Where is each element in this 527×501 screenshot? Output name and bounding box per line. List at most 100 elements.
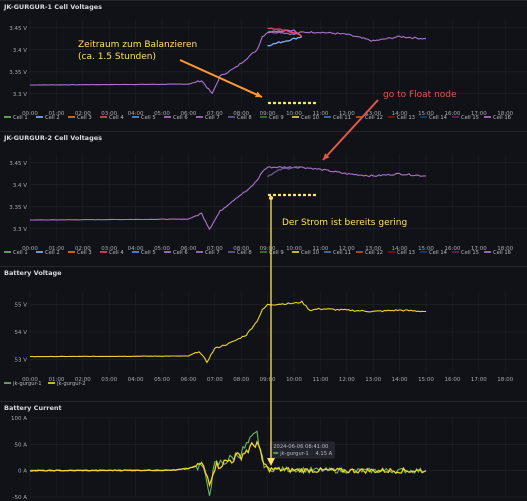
y-tick-label: 3.35 V [9, 205, 27, 211]
legend-item[interactable]: Cell 3 [77, 115, 92, 121]
x-tick-label: 10:00 [286, 111, 302, 117]
x-tick-label: 10:00 [286, 246, 302, 252]
x-tick-label: 17:00 [471, 111, 487, 117]
x-tick-label: 05:00 [154, 377, 170, 383]
x-tick-label: 01:00 [48, 111, 64, 117]
info-icon[interactable]: ⓘ [96, 136, 103, 143]
legend-item[interactable]: Cell 2 [45, 115, 60, 121]
y-tick-label: 100 A [11, 416, 27, 422]
y-tick-label: 3.4 V [13, 48, 27, 54]
x-tick-label: 01:00 [48, 377, 64, 383]
panel-title: JK-GURGUR-2 Cell Voltages [4, 134, 102, 142]
y-tick-label: 0 A [18, 469, 27, 475]
legend-item[interactable]: Cell 16 [493, 250, 511, 256]
x-tick-label: 12:00 [339, 246, 355, 252]
legend-item[interactable]: Cell 8 [237, 115, 252, 121]
chart-gurgur1-cell-voltages: 3.3 V 3.35 V 3.4 V 3.45 V 00:00 01:00 02:00 03:… [4, 19, 527, 121]
x-tick-label: 11:00 [312, 246, 328, 252]
legend-item[interactable]: Cell 14 [429, 250, 448, 256]
y-tick-label: -50 A [13, 495, 28, 501]
legend-item[interactable]: jk-gurgur-1 [12, 381, 42, 387]
legend-item[interactable]: Cell 13 [397, 250, 415, 256]
y-tick-label: 3.45 V [9, 161, 27, 167]
legend-item[interactable]: Cell 15 [461, 115, 479, 121]
legend-item[interactable]: Cell 3 [77, 250, 92, 256]
y-tick-label: 3.35 V [9, 70, 27, 76]
legend-item[interactable]: jk-gurgur-2 [56, 381, 86, 387]
legend-item[interactable]: Cell 7 [205, 250, 220, 256]
x-tick-label: 17:00 [471, 377, 487, 383]
x-tick-label: 00:00 [22, 111, 38, 117]
y-tick-label: 3.3 V [13, 227, 27, 233]
legend-item[interactable]: Cell 12 [365, 115, 383, 121]
legend-item[interactable]: Cell 2 [45, 250, 60, 256]
x-tick-label: 15:00 [418, 111, 434, 117]
chart-gurgur2-cell-voltages: 3.3 V 3.35 V 3.4 V 3.45 V 00:00 01:00 02:00 03:… [4, 154, 527, 256]
legend-item[interactable]: Cell 11 [333, 250, 351, 256]
y-tick-label: 3.3 V [13, 92, 27, 98]
x-tick-label: 15:00 [418, 246, 434, 252]
legend-item[interactable]: Cell 1 [13, 250, 28, 256]
x-tick-label: 07:00 [207, 111, 223, 117]
x-tick-label: 14:00 [392, 377, 408, 383]
x-tick-label: 07:00 [207, 377, 223, 383]
x-tick-label: 08:00 [233, 377, 249, 383]
x-tick-label: 00:00 [22, 246, 38, 252]
legend-item[interactable]: Cell 1 [13, 115, 28, 121]
x-tick-label: 09:00 [260, 246, 276, 252]
legend-item[interactable]: Cell 9 [269, 250, 284, 256]
x-tick-label: 10:00 [286, 377, 302, 383]
x-tick-label: 08:00 [233, 111, 249, 117]
legend-item[interactable]: Cell 13 [397, 115, 415, 121]
legend-item[interactable]: Cell 16 [493, 115, 511, 121]
x-tick-label: 17:00 [471, 246, 487, 252]
series-line-cell-8 [267, 166, 303, 178]
x-tick-label: 02:00 [75, 111, 91, 117]
x-tick-label: 13:00 [365, 377, 381, 383]
legend-item[interactable]: Cell 6 [173, 250, 188, 256]
series-line-jk-gurgur-1 [29, 430, 427, 496]
tooltip-time: 2024-06-06 08:41:00 [273, 444, 328, 450]
legend-item[interactable]: Cell 11 [333, 115, 351, 121]
x-tick-label: 05:00 [154, 246, 170, 252]
legend-item[interactable]: Cell 14 [429, 115, 448, 121]
legend-item[interactable]: Cell 5 [141, 250, 156, 256]
x-tick-label: 14:00 [392, 246, 408, 252]
series-line-jk-gurgur-2 [29, 440, 427, 488]
x-tick-label: 14:00 [392, 111, 408, 117]
legend-item[interactable]: Cell 9 [269, 115, 284, 121]
series-line-cell-2 [267, 36, 303, 47]
x-tick-label: 07:00 [207, 246, 223, 252]
legend-item[interactable]: Cell 10 [301, 250, 319, 256]
series-line-jk-gurgur-2 [30, 300, 426, 364]
legend-item[interactable]: Cell 15 [461, 250, 479, 256]
x-tick-label: 06:00 [180, 111, 196, 117]
x-tick-label: 12:00 [339, 377, 355, 383]
x-tick-label: 02:00 [75, 377, 91, 383]
legend-item[interactable]: Cell 8 [237, 250, 252, 256]
legend-item[interactable]: Cell 10 [301, 115, 319, 121]
legend-item[interactable]: Cell 4 [109, 115, 124, 121]
y-tick-label: 3.4 V [13, 183, 27, 189]
y-tick-label: 3.45 V [9, 26, 27, 32]
legend-item[interactable]: Cell 5 [141, 115, 156, 121]
x-tick-label: 00:00 [22, 377, 38, 383]
legend-item[interactable]: Cell 7 [205, 115, 220, 121]
legend-item[interactable]: Cell 4 [109, 250, 124, 256]
x-tick-label: 05:00 [154, 111, 170, 117]
x-tick-label: 18:00 [497, 377, 513, 383]
x-tick-label: 16:00 [444, 111, 460, 117]
x-tick-label: 01:00 [48, 246, 64, 252]
x-tick-label: 03:00 [101, 111, 117, 117]
series-line-cell-7 [267, 29, 303, 38]
x-tick-label: 04:00 [128, 111, 144, 117]
x-tick-label: 04:00 [128, 377, 144, 383]
panel-battery-voltage: Battery Voltage 53 V 54 V 55 V 00:00 01:00 02… [0, 266, 527, 399]
legend-item[interactable]: Cell 6 [173, 115, 188, 121]
x-tick-label: 09:00 [260, 111, 276, 117]
legend-item[interactable]: Cell 12 [365, 250, 383, 256]
panel-gurgur1-cell-voltages: JK-GURGUR-1 Cell Voltages 3.3 V 3.35 V 3.4… [0, 0, 527, 129]
x-tick-label: 16:00 [444, 377, 460, 383]
